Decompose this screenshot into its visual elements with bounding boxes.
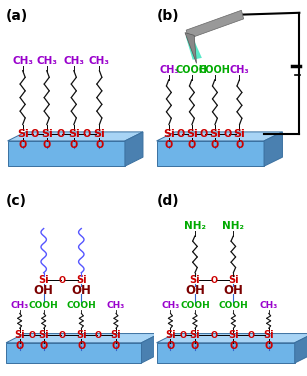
Text: CH₃: CH₃ [161,302,180,311]
Text: O: O [95,331,102,340]
Text: NH₂: NH₂ [184,221,206,231]
Polygon shape [157,141,264,166]
Text: (d): (d) [157,194,179,208]
Polygon shape [6,343,142,363]
Text: Si: Si [209,129,221,139]
Polygon shape [185,33,196,63]
Text: Si: Si [228,275,239,285]
Polygon shape [186,35,202,60]
Text: (a): (a) [6,9,28,23]
Text: Si: Si [163,129,175,139]
Text: O: O [59,331,66,340]
Text: O: O [77,341,85,352]
Text: O: O [59,276,66,285]
Text: O: O [176,129,185,139]
Text: Si: Si [93,129,105,139]
Polygon shape [8,132,143,141]
Text: O: O [211,276,218,285]
Text: Si: Si [76,275,87,285]
Polygon shape [157,343,295,363]
Text: O: O [15,341,24,352]
Text: CH₃: CH₃ [36,56,57,65]
Text: O: O [83,129,91,139]
Text: O: O [191,341,199,352]
Text: CH₃: CH₃ [12,56,33,65]
Text: NH₂: NH₂ [222,221,244,231]
Text: Si: Si [186,129,198,139]
Text: O: O [235,139,243,150]
Text: O: O [40,341,48,352]
Text: OH: OH [185,284,205,297]
Text: Si: Si [14,331,25,340]
Polygon shape [186,10,244,39]
Text: Si: Si [38,275,49,285]
Polygon shape [125,132,143,166]
Polygon shape [157,334,307,343]
Text: O: O [43,139,51,150]
Text: O: O [188,139,196,150]
Text: O: O [30,129,39,139]
Text: O: O [179,331,186,340]
Text: O: O [112,341,120,352]
Text: Si: Si [76,331,87,340]
Polygon shape [264,132,282,166]
Text: CH₃: CH₃ [230,65,249,74]
Text: COOH: COOH [29,302,59,311]
Text: OH: OH [71,284,91,297]
Text: Si: Si [111,331,121,340]
Text: Si: Si [190,275,200,285]
Text: O: O [265,341,273,352]
Polygon shape [6,334,160,343]
Text: Si: Si [17,129,29,139]
Text: O: O [70,139,78,150]
Text: CH₃: CH₃ [63,56,84,65]
Text: COOH: COOH [199,65,231,74]
Text: Si: Si [234,129,245,139]
Text: CH₃: CH₃ [159,65,179,74]
Text: O: O [223,129,231,139]
Text: O: O [166,341,174,352]
Text: Si: Si [41,129,52,139]
Text: CH₃: CH₃ [89,56,110,65]
Text: CH₃: CH₃ [107,302,125,311]
Text: Si: Si [228,331,239,340]
Text: O: O [229,341,237,352]
Text: O: O [199,129,208,139]
Text: (c): (c) [6,194,27,208]
Text: COOH: COOH [219,302,248,311]
Text: CH₃: CH₃ [10,302,29,311]
Text: COOH: COOH [66,302,96,311]
Text: OH: OH [34,284,54,297]
Text: O: O [18,139,27,150]
Polygon shape [8,141,125,166]
Text: Si: Si [263,331,274,340]
Text: O: O [247,331,255,340]
Text: COOH: COOH [180,302,210,311]
Text: Si: Si [190,331,200,340]
Text: O: O [165,139,173,150]
Text: O: O [95,139,103,150]
Polygon shape [142,334,160,363]
Text: Si: Si [38,331,49,340]
Polygon shape [295,334,307,363]
Text: Si: Si [68,129,80,139]
Text: O: O [211,331,218,340]
Text: OH: OH [223,284,243,297]
Text: CH₃: CH₃ [259,302,278,311]
Text: COOH: COOH [176,65,208,74]
Text: (b): (b) [157,9,179,23]
Text: Si: Si [165,331,176,340]
Text: O: O [28,331,35,340]
Polygon shape [157,132,282,141]
Text: O: O [211,139,219,150]
Text: O: O [56,129,64,139]
